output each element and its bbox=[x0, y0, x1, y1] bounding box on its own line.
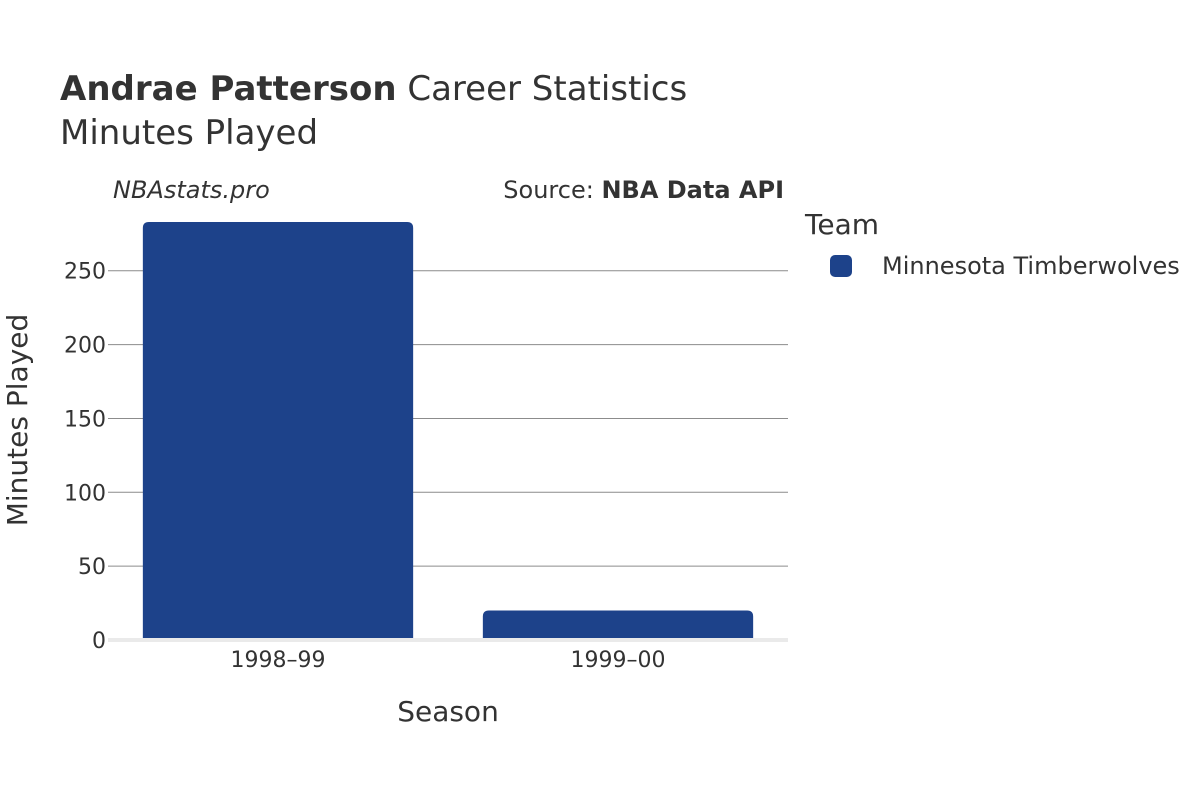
y-axis-ticks: 0 50 100 150 200 250 bbox=[64, 260, 106, 654]
source-note: Source: NBA Data API bbox=[503, 176, 784, 204]
legend-title: Team bbox=[805, 208, 880, 241]
bar-1998–99[interactable] bbox=[142, 222, 414, 640]
y-tick-label: 250 bbox=[64, 260, 106, 285]
chart-subtitle: Minutes Played bbox=[60, 113, 319, 153]
legend-item-minnesota-timberwolves[interactable]: Minnesota Timberwolves bbox=[830, 252, 1180, 280]
site-credit: NBAstats.pro bbox=[113, 176, 270, 204]
x-tick-label: 1998–99 bbox=[231, 648, 326, 673]
x-axis-title: Season bbox=[397, 695, 499, 728]
y-tick-label: 200 bbox=[64, 334, 106, 359]
legend-swatch bbox=[830, 255, 852, 277]
source-name: NBA Data API bbox=[601, 176, 784, 204]
bar-1999–00[interactable] bbox=[482, 610, 754, 640]
y-tick-label: 50 bbox=[78, 555, 106, 580]
y-tick-label: 0 bbox=[92, 629, 106, 654]
y-tick-label: 150 bbox=[64, 407, 106, 432]
y-axis-title: Minutes Played bbox=[1, 314, 34, 527]
title-rest: Career Statistics bbox=[407, 69, 688, 109]
source-prefix: Source: bbox=[503, 176, 602, 204]
player-name: Andrae Patterson bbox=[60, 69, 397, 109]
x-axis-ticks: 1998–99 1999–00 bbox=[231, 648, 666, 673]
legend-label: Minnesota Timberwolves bbox=[882, 252, 1180, 280]
x-tick-label: 1999–00 bbox=[571, 648, 666, 673]
y-tick-label: 100 bbox=[64, 481, 106, 506]
bars bbox=[142, 222, 754, 640]
chart-title: Andrae Patterson Career Statistics bbox=[60, 68, 687, 110]
zero-line bbox=[108, 638, 788, 642]
